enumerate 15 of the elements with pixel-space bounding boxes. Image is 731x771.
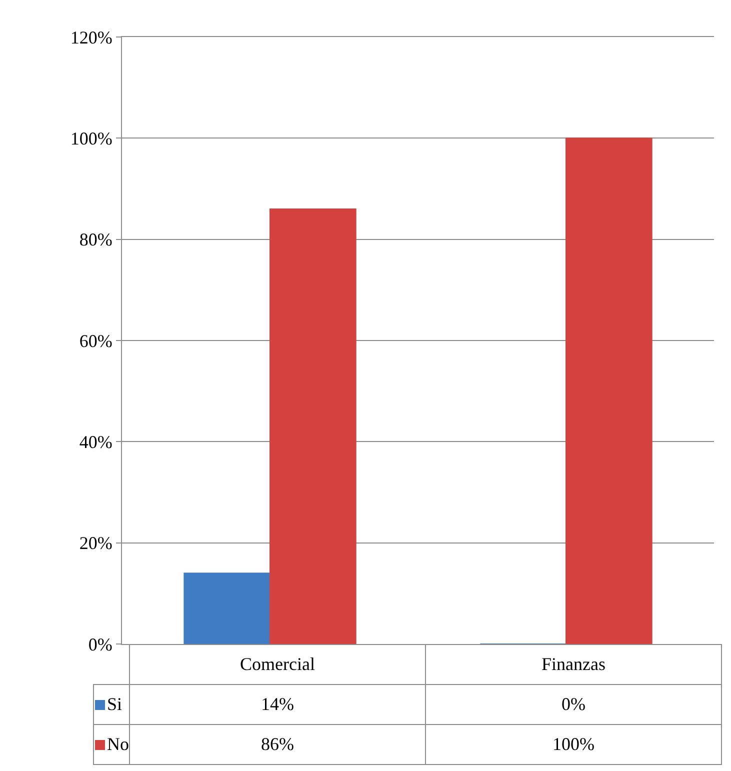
y-tick-label: 0% — [88, 634, 112, 654]
y-tick-label: 40% — [79, 432, 112, 452]
y-tick-label: 20% — [79, 533, 112, 554]
y-tick-label: 60% — [79, 330, 112, 351]
legend-label: No — [94, 724, 130, 764]
data-label: 14% — [130, 684, 426, 724]
y-tick-label: 100% — [70, 128, 112, 148]
data-label: 86% — [130, 724, 426, 764]
y-tick-label: 120% — [70, 27, 112, 48]
data-label: 0% — [426, 684, 722, 724]
x-tick-label: Finanzas — [426, 644, 722, 684]
y-tick-label: 80% — [79, 230, 112, 250]
legend-label: Si — [94, 684, 130, 724]
x-tick-label: Comercial — [130, 644, 426, 684]
data-label: 100% — [426, 724, 722, 764]
